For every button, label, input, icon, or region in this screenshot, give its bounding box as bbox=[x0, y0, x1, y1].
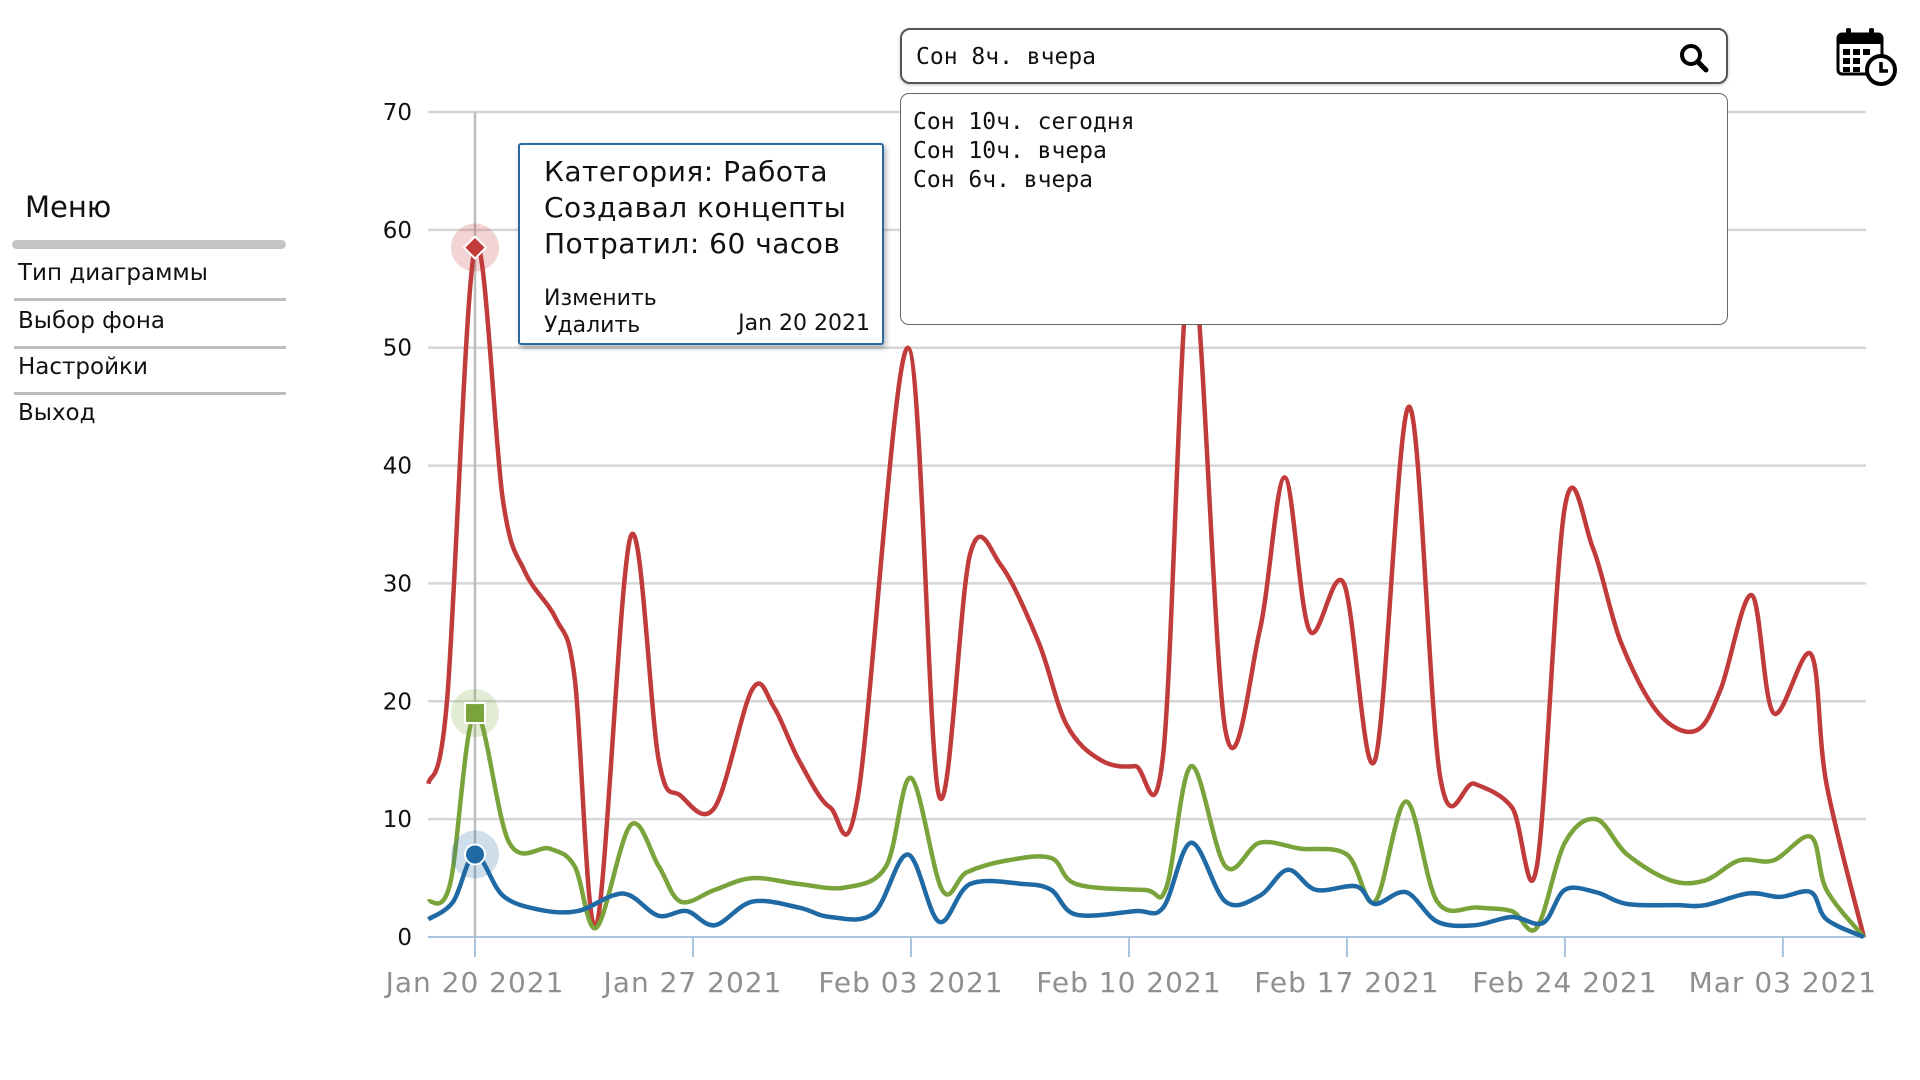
menu-divider bbox=[12, 240, 286, 249]
y-tick-label: 30 bbox=[383, 571, 412, 597]
x-tick-label: Feb 03 2021 bbox=[818, 966, 1003, 999]
y-tick-label: 10 bbox=[383, 807, 412, 833]
point-marker-square bbox=[464, 702, 486, 725]
menu-item-settings[interactable]: Настройки bbox=[18, 354, 148, 380]
x-tick-label: Mar 03 2021 bbox=[1689, 966, 1878, 999]
y-tick-label: 60 bbox=[383, 218, 412, 244]
menu-item-background[interactable]: Выбор фона bbox=[18, 308, 165, 334]
search-box bbox=[900, 28, 1728, 84]
point-marker-circle bbox=[464, 843, 486, 866]
point-marker-diamond bbox=[462, 235, 488, 260]
menu-divider bbox=[14, 346, 286, 349]
tooltip-category: Категория: Работа bbox=[544, 155, 828, 188]
search-icon[interactable] bbox=[1678, 42, 1710, 74]
y-tick-label: 20 bbox=[383, 689, 412, 715]
menu-divider bbox=[14, 298, 286, 301]
search-suggestions: Сон 10ч. сегодня Сон 10ч. вчера Сон 6ч. … bbox=[900, 93, 1728, 325]
tooltip-delete-link[interactable]: Удалить bbox=[544, 313, 641, 338]
x-tick-label: Jan 27 2021 bbox=[602, 966, 783, 999]
data-point-tooltip: Категория: Работа Создавал концепты Потр… bbox=[518, 143, 884, 345]
series-line-blue bbox=[426, 840, 1865, 940]
y-tick-label: 0 bbox=[397, 925, 412, 951]
suggestion-item[interactable]: Сон 10ч. вчера bbox=[913, 138, 1107, 164]
search-input[interactable] bbox=[914, 36, 1658, 78]
menu-title: Меню bbox=[25, 190, 112, 224]
menu-item-chart-type[interactable]: Тип диаграммы bbox=[18, 260, 208, 286]
y-tick-label: 40 bbox=[383, 454, 412, 480]
sidebar-menu: Меню Тип диаграммы Выбор фона Настройки … bbox=[0, 0, 300, 1080]
suggestion-item[interactable]: Сон 6ч. вчера bbox=[913, 167, 1094, 193]
y-tick-label: 50 bbox=[383, 336, 412, 362]
series-line-red bbox=[426, 242, 1867, 938]
tooltip-hours: Потратил: 60 часов bbox=[544, 227, 841, 260]
calendar-clock-icon[interactable] bbox=[1836, 26, 1898, 86]
x-tick-label: Jan 20 2021 bbox=[384, 966, 565, 999]
x-tick-label: Feb 10 2021 bbox=[1036, 966, 1221, 999]
tooltip-description: Создавал концепты bbox=[544, 191, 847, 224]
x-tick-label: Feb 17 2021 bbox=[1254, 966, 1439, 999]
menu-divider bbox=[14, 392, 286, 395]
tooltip-edit-link[interactable]: Изменить bbox=[544, 286, 657, 311]
tooltip-date: Jan 20 2021 bbox=[738, 311, 870, 336]
y-tick-label: 70 bbox=[383, 100, 412, 126]
suggestion-item[interactable]: Сон 10ч. сегодня bbox=[913, 109, 1135, 135]
x-tick-label: Feb 24 2021 bbox=[1472, 966, 1657, 999]
menu-item-exit[interactable]: Выход bbox=[18, 400, 96, 426]
